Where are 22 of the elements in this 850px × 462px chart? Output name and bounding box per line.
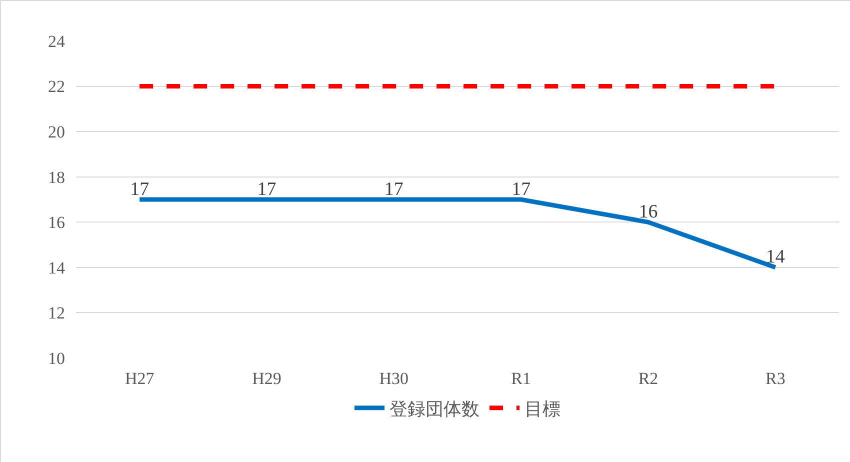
x-tick-label: H30 (379, 369, 409, 388)
y-tick-label: 22 (48, 77, 65, 96)
y-tick-label: 16 (48, 213, 65, 232)
y-tick-label: 14 (48, 258, 66, 278)
legend-label: 登録団体数 (390, 398, 480, 420)
data-label: 17 (257, 178, 276, 200)
y-tick-label: 12 (48, 304, 65, 323)
data-label: 17 (384, 178, 404, 200)
data-label: 14 (766, 246, 786, 268)
x-tick-label: R1 (511, 369, 531, 388)
x-tick-label: R2 (638, 369, 658, 388)
y-tick-label: 24 (48, 32, 66, 51)
x-tick-label: H29 (252, 369, 282, 388)
data-label: 17 (512, 178, 531, 200)
data-label: 17 (130, 178, 150, 200)
data-label: 16 (638, 201, 658, 222)
y-tick-label: 18 (48, 168, 65, 187)
legend-label: 目標 (524, 398, 560, 420)
y-tick-label: 20 (48, 122, 65, 142)
x-tick-label: H27 (124, 369, 155, 388)
y-tick-label: 10 (48, 348, 65, 368)
x-tick-label: R3 (766, 369, 786, 388)
